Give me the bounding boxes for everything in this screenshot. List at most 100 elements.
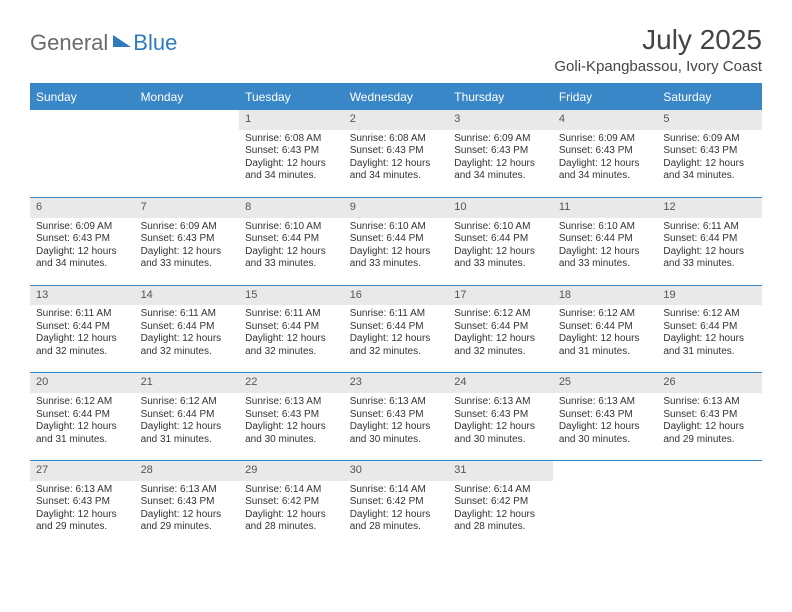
day-content: Sunrise: 6:11 AMSunset: 6:44 PMDaylight:… — [657, 218, 762, 285]
sunrise-text: Sunrise: 6:13 AM — [141, 484, 234, 497]
calendar-day-cell: 5Sunrise: 6:09 AMSunset: 6:43 PMDaylight… — [657, 110, 762, 198]
sunset-text: Sunset: 6:44 PM — [663, 233, 756, 246]
day-content: Sunrise: 6:12 AMSunset: 6:44 PMDaylight:… — [448, 305, 553, 372]
sunrise-text: Sunrise: 6:09 AM — [663, 133, 756, 146]
day-content: Sunrise: 6:13 AMSunset: 6:43 PMDaylight:… — [30, 481, 135, 548]
calendar-day-cell: 4Sunrise: 6:09 AMSunset: 6:43 PMDaylight… — [553, 110, 658, 198]
sunrise-text: Sunrise: 6:10 AM — [454, 221, 547, 234]
sunset-text: Sunset: 6:44 PM — [559, 233, 652, 246]
daylight-text: Daylight: 12 hours and 31 minutes. — [36, 421, 129, 446]
sunset-text: Sunset: 6:43 PM — [141, 496, 234, 509]
daylight-text: Daylight: 12 hours and 34 minutes. — [36, 246, 129, 271]
day-number: 10 — [448, 198, 553, 218]
sunset-text: Sunset: 6:43 PM — [245, 145, 338, 158]
sunset-text: Sunset: 6:44 PM — [350, 321, 443, 334]
calendar-day-cell: 6Sunrise: 6:09 AMSunset: 6:43 PMDaylight… — [30, 197, 135, 285]
day-content: Sunrise: 6:14 AMSunset: 6:42 PMDaylight:… — [239, 481, 344, 548]
sunrise-text: Sunrise: 6:11 AM — [663, 221, 756, 234]
calendar-week-row: 20Sunrise: 6:12 AMSunset: 6:44 PMDayligh… — [30, 373, 762, 461]
calendar-day-cell: 27Sunrise: 6:13 AMSunset: 6:43 PMDayligh… — [30, 461, 135, 548]
day-content: Sunrise: 6:09 AMSunset: 6:43 PMDaylight:… — [448, 130, 553, 197]
sunrise-text: Sunrise: 6:14 AM — [245, 484, 338, 497]
day-number: 27 — [30, 461, 135, 481]
daylight-text: Daylight: 12 hours and 33 minutes. — [559, 246, 652, 271]
day-content: Sunrise: 6:10 AMSunset: 6:44 PMDaylight:… — [239, 218, 344, 285]
day-number: 24 — [448, 373, 553, 393]
day-content: Sunrise: 6:09 AMSunset: 6:43 PMDaylight:… — [30, 218, 135, 285]
calendar-day-cell: 2Sunrise: 6:08 AMSunset: 6:43 PMDaylight… — [344, 110, 449, 198]
day-content: Sunrise: 6:14 AMSunset: 6:42 PMDaylight:… — [448, 481, 553, 548]
day-number: 25 — [553, 373, 658, 393]
sunset-text: Sunset: 6:42 PM — [350, 496, 443, 509]
sunrise-text: Sunrise: 6:09 AM — [559, 133, 652, 146]
daylight-text: Daylight: 12 hours and 32 minutes. — [454, 333, 547, 358]
sunset-text: Sunset: 6:44 PM — [245, 233, 338, 246]
sunrise-text: Sunrise: 6:12 AM — [663, 308, 756, 321]
day-number: 6 — [30, 198, 135, 218]
calendar-day-cell: 9Sunrise: 6:10 AMSunset: 6:44 PMDaylight… — [344, 197, 449, 285]
day-content: Sunrise: 6:11 AMSunset: 6:44 PMDaylight:… — [135, 305, 240, 372]
sunset-text: Sunset: 6:44 PM — [559, 321, 652, 334]
day-content: Sunrise: 6:11 AMSunset: 6:44 PMDaylight:… — [239, 305, 344, 372]
day-number: 21 — [135, 373, 240, 393]
sunrise-text: Sunrise: 6:11 AM — [245, 308, 338, 321]
calendar-week-row: 27Sunrise: 6:13 AMSunset: 6:43 PMDayligh… — [30, 461, 762, 548]
daylight-text: Daylight: 12 hours and 34 minutes. — [559, 158, 652, 183]
sunset-text: Sunset: 6:42 PM — [245, 496, 338, 509]
sunrise-text: Sunrise: 6:12 AM — [559, 308, 652, 321]
day-content: Sunrise: 6:13 AMSunset: 6:43 PMDaylight:… — [135, 481, 240, 548]
day-number: 9 — [344, 198, 449, 218]
calendar-week-row: 13Sunrise: 6:11 AMSunset: 6:44 PMDayligh… — [30, 285, 762, 373]
daylight-text: Daylight: 12 hours and 30 minutes. — [559, 421, 652, 446]
sunrise-text: Sunrise: 6:14 AM — [454, 484, 547, 497]
day-number: 12 — [657, 198, 762, 218]
sunrise-text: Sunrise: 6:13 AM — [663, 396, 756, 409]
sunset-text: Sunset: 6:44 PM — [454, 321, 547, 334]
day-content: Sunrise: 6:11 AMSunset: 6:44 PMDaylight:… — [344, 305, 449, 372]
sunset-text: Sunset: 6:43 PM — [350, 409, 443, 422]
weekday-header-row: Sunday Monday Tuesday Wednesday Thursday… — [30, 84, 762, 110]
daylight-text: Daylight: 12 hours and 31 minutes. — [663, 333, 756, 358]
daylight-text: Daylight: 12 hours and 31 minutes. — [559, 333, 652, 358]
calendar-day-cell: 30Sunrise: 6:14 AMSunset: 6:42 PMDayligh… — [344, 461, 449, 548]
sunrise-text: Sunrise: 6:10 AM — [350, 221, 443, 234]
day-number: 31 — [448, 461, 553, 481]
calendar-day-cell: 23Sunrise: 6:13 AMSunset: 6:43 PMDayligh… — [344, 373, 449, 461]
day-content: Sunrise: 6:14 AMSunset: 6:42 PMDaylight:… — [344, 481, 449, 548]
day-content: Sunrise: 6:09 AMSunset: 6:43 PMDaylight:… — [135, 218, 240, 285]
daylight-text: Daylight: 12 hours and 30 minutes. — [245, 421, 338, 446]
sunrise-text: Sunrise: 6:13 AM — [350, 396, 443, 409]
day-content: Sunrise: 6:12 AMSunset: 6:44 PMDaylight:… — [135, 393, 240, 460]
day-number: 29 — [239, 461, 344, 481]
day-number: 15 — [239, 286, 344, 306]
calendar-day-cell: 25Sunrise: 6:13 AMSunset: 6:43 PMDayligh… — [553, 373, 658, 461]
calendar-day-cell: 19Sunrise: 6:12 AMSunset: 6:44 PMDayligh… — [657, 285, 762, 373]
day-content: Sunrise: 6:08 AMSunset: 6:43 PMDaylight:… — [239, 130, 344, 197]
brand-logo: General Blue — [30, 24, 177, 56]
sunset-text: Sunset: 6:43 PM — [454, 145, 547, 158]
title-block: July 2025 Goli-Kpangbassou, Ivory Coast — [554, 24, 762, 75]
sunset-text: Sunset: 6:44 PM — [454, 233, 547, 246]
calendar-day-cell: 29Sunrise: 6:14 AMSunset: 6:42 PMDayligh… — [239, 461, 344, 548]
day-content: Sunrise: 6:10 AMSunset: 6:44 PMDaylight:… — [448, 218, 553, 285]
calendar-day-cell: 20Sunrise: 6:12 AMSunset: 6:44 PMDayligh… — [30, 373, 135, 461]
calendar-day-cell: 8Sunrise: 6:10 AMSunset: 6:44 PMDaylight… — [239, 197, 344, 285]
weekday-friday: Friday — [553, 84, 658, 110]
day-number: 5 — [657, 110, 762, 130]
calendar-day-cell: . — [657, 461, 762, 548]
daylight-text: Daylight: 12 hours and 34 minutes. — [245, 158, 338, 183]
calendar-day-cell: 14Sunrise: 6:11 AMSunset: 6:44 PMDayligh… — [135, 285, 240, 373]
sunset-text: Sunset: 6:44 PM — [663, 321, 756, 334]
sunrise-text: Sunrise: 6:09 AM — [36, 221, 129, 234]
day-content: Sunrise: 6:12 AMSunset: 6:44 PMDaylight:… — [553, 305, 658, 372]
sunrise-text: Sunrise: 6:12 AM — [454, 308, 547, 321]
calendar-day-cell: 18Sunrise: 6:12 AMSunset: 6:44 PMDayligh… — [553, 285, 658, 373]
day-content: Sunrise: 6:08 AMSunset: 6:43 PMDaylight:… — [344, 130, 449, 197]
sunset-text: Sunset: 6:43 PM — [141, 233, 234, 246]
day-number: 23 — [344, 373, 449, 393]
calendar-day-cell: 22Sunrise: 6:13 AMSunset: 6:43 PMDayligh… — [239, 373, 344, 461]
sunrise-text: Sunrise: 6:13 AM — [454, 396, 547, 409]
calendar-day-cell: . — [135, 110, 240, 198]
day-number: 20 — [30, 373, 135, 393]
daylight-text: Daylight: 12 hours and 33 minutes. — [454, 246, 547, 271]
